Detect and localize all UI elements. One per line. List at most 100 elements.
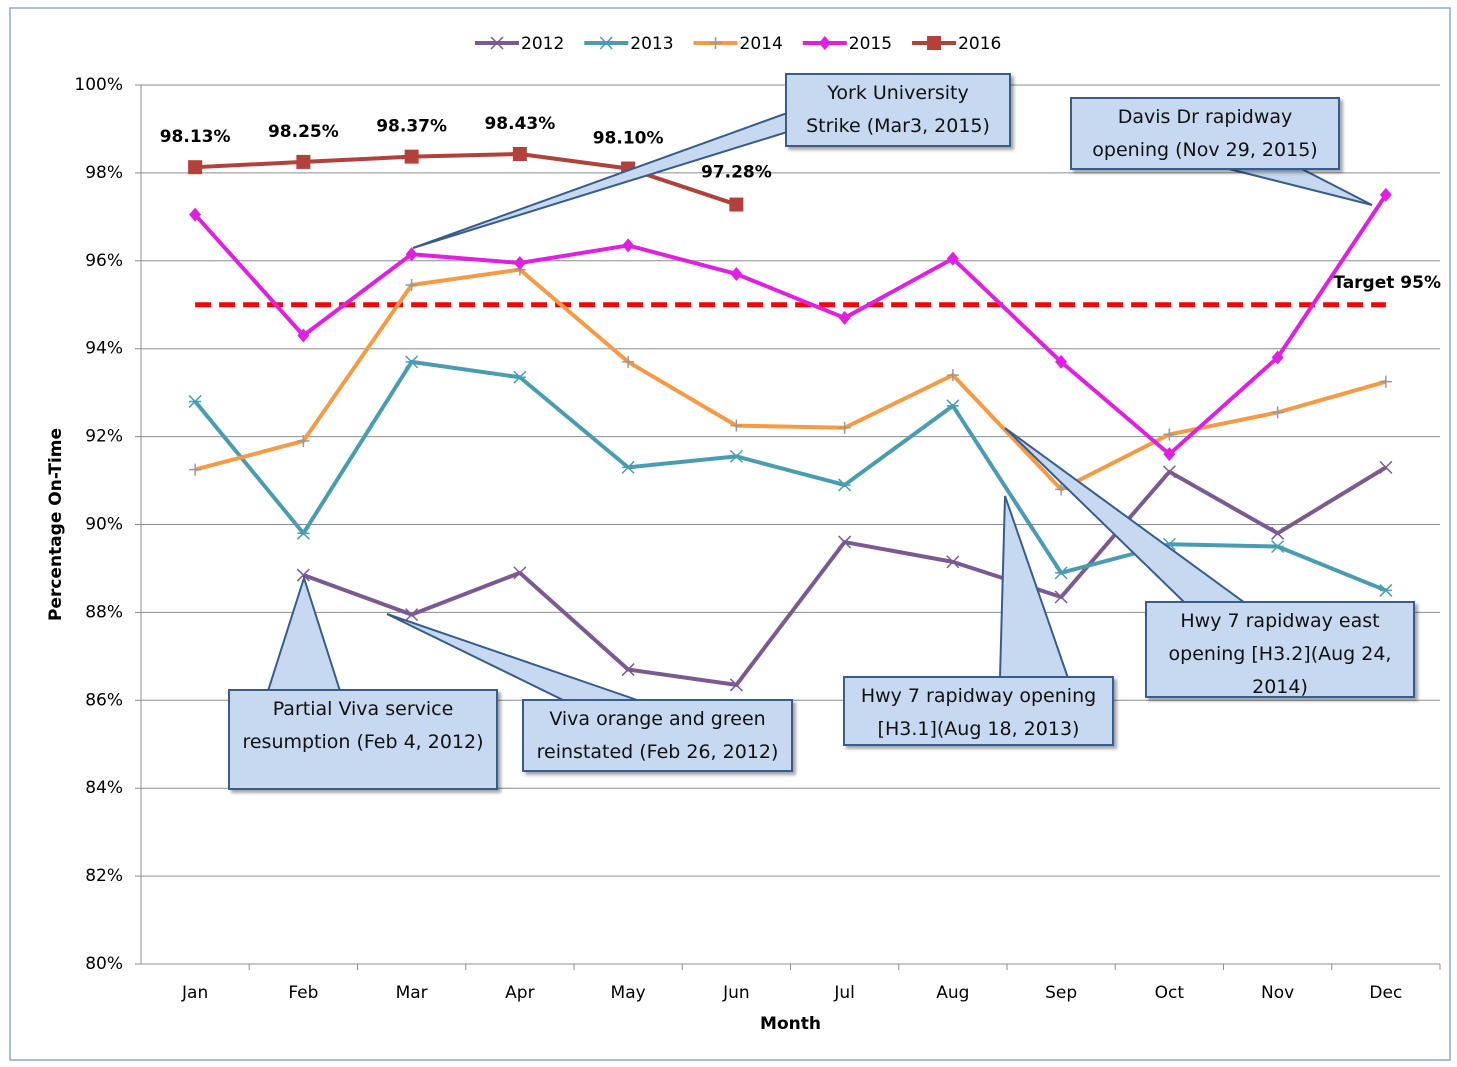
marker-asterisk xyxy=(621,460,635,474)
marker-plus xyxy=(1055,483,1068,496)
marker-asterisk xyxy=(1271,539,1285,554)
x-tick-label: Sep xyxy=(1045,983,1077,1003)
marker-asterisk xyxy=(599,36,613,50)
point-marker xyxy=(622,238,635,253)
callout: Davis Dr rapidway opening (Nov 29, 2015) xyxy=(1070,97,1340,170)
series-line xyxy=(193,359,1387,593)
point-marker xyxy=(297,434,310,447)
marker-asterisk xyxy=(1379,583,1393,597)
point-marker xyxy=(188,394,202,408)
callout-pointer xyxy=(1224,167,1373,206)
point-marker xyxy=(512,147,527,162)
point-marker xyxy=(838,310,851,325)
marker-asterisk xyxy=(1054,566,1068,580)
point-marker xyxy=(1379,187,1392,202)
marker-square xyxy=(927,36,942,50)
point-marker xyxy=(730,266,743,281)
point-marker xyxy=(1379,460,1393,474)
marker-square xyxy=(729,197,744,212)
y-tick-label: 84% xyxy=(85,778,123,798)
point-marker xyxy=(946,369,959,382)
point-marker xyxy=(1271,539,1285,554)
point-marker xyxy=(296,526,310,540)
y-tick-label: 82% xyxy=(85,866,123,886)
marker-asterisk xyxy=(188,394,202,408)
point-marker xyxy=(296,154,311,169)
point-marker xyxy=(946,555,960,569)
point-marker xyxy=(621,663,635,677)
marker-asterisk xyxy=(838,478,852,492)
point-marker xyxy=(818,36,831,50)
y-tick-label: 92% xyxy=(85,427,123,447)
marker-x xyxy=(838,535,852,549)
callout: Hwy 7 rapidway east opening [H3.2](Aug 2… xyxy=(1145,601,1415,698)
point-marker xyxy=(404,149,419,164)
point-marker xyxy=(927,36,942,50)
x-tick-label: Jan xyxy=(181,983,208,1003)
marker-diamond xyxy=(838,310,851,325)
callout: Partial Viva service resumption (Feb 4, … xyxy=(228,689,498,790)
x-tick-label: Nov xyxy=(1261,983,1294,1003)
marker-x xyxy=(296,568,310,582)
point-marker xyxy=(946,251,959,266)
y-tick-label: 90% xyxy=(85,515,123,535)
point-marker xyxy=(709,37,722,49)
marker-diamond xyxy=(189,207,202,222)
point-marker xyxy=(1055,354,1068,369)
marker-diamond xyxy=(730,266,743,281)
marker-diamond xyxy=(1055,354,1068,369)
marker-x xyxy=(490,36,504,50)
marker-diamond xyxy=(818,36,831,50)
point-marker xyxy=(946,399,960,413)
point-marker xyxy=(1271,526,1285,540)
legend-label: 2014 xyxy=(740,34,783,54)
marker-plus xyxy=(946,369,959,382)
point-marker xyxy=(405,355,419,369)
marker-x xyxy=(1379,460,1393,474)
data-label: 98.43% xyxy=(484,114,555,134)
point-marker xyxy=(729,449,743,463)
marker-plus xyxy=(1271,406,1284,419)
marker-x xyxy=(621,663,635,677)
marker-asterisk xyxy=(405,355,419,369)
marker-diamond xyxy=(405,247,418,262)
point-marker xyxy=(1054,566,1068,580)
point-marker xyxy=(1054,590,1068,604)
callout: Hwy 7 rapidway opening [H3.1](Aug 18, 20… xyxy=(843,676,1114,746)
point-marker xyxy=(1379,375,1392,388)
marker-plus xyxy=(189,463,202,476)
marker-asterisk xyxy=(946,399,960,413)
point-marker xyxy=(405,608,419,622)
marker-plus xyxy=(297,434,310,447)
marker-plus xyxy=(730,419,743,432)
point-marker xyxy=(490,36,504,50)
data-label: 97.28% xyxy=(701,163,772,183)
point-marker xyxy=(729,197,744,212)
data-label: 98.25% xyxy=(268,122,339,142)
marker-x xyxy=(1054,590,1068,604)
marker-x xyxy=(946,555,960,569)
marker-diamond xyxy=(1379,187,1392,202)
x-tick-label: Oct xyxy=(1155,983,1185,1003)
callout-pointer xyxy=(998,495,1070,679)
point-marker xyxy=(189,207,202,222)
x-tick-label: May xyxy=(611,983,646,1003)
point-marker xyxy=(1271,406,1284,419)
series-line xyxy=(193,193,1388,457)
marker-plus xyxy=(1163,428,1176,441)
point-marker xyxy=(1163,428,1176,441)
point-marker xyxy=(405,278,418,291)
y-tick-label: 98% xyxy=(85,163,123,183)
marker-asterisk xyxy=(296,526,310,540)
point-marker xyxy=(405,247,418,262)
callout-pointer xyxy=(386,613,641,702)
x-tick-label: Dec xyxy=(1369,983,1402,1003)
point-marker xyxy=(621,460,635,474)
marker-x xyxy=(1271,526,1285,540)
point-marker xyxy=(838,535,852,549)
point-marker xyxy=(189,463,202,476)
point-marker xyxy=(188,160,203,175)
point-marker xyxy=(730,419,743,432)
point-marker xyxy=(513,255,526,270)
callout-pointer xyxy=(266,574,342,692)
